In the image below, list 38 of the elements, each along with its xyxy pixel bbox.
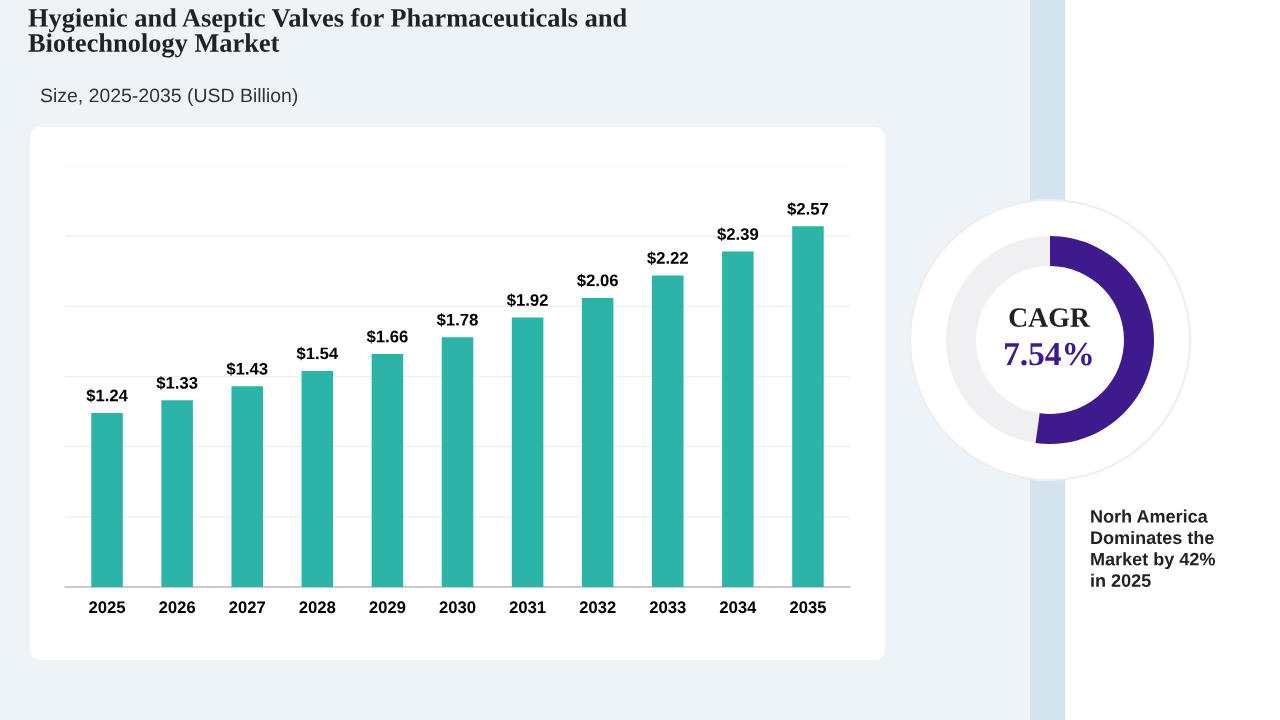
x-tick-label: 2027 bbox=[229, 601, 266, 614]
data-label: $1.33 bbox=[156, 376, 198, 390]
bar bbox=[441, 337, 474, 587]
text: 7.54% bbox=[1005, 342, 1092, 366]
data-label: $2.57 bbox=[787, 202, 829, 216]
x-tick-label: 2028 bbox=[299, 601, 336, 614]
bar bbox=[652, 275, 684, 587]
bar bbox=[581, 297, 614, 587]
x-tick-label: 2032 bbox=[579, 601, 616, 614]
bar bbox=[722, 251, 754, 587]
bar bbox=[511, 317, 544, 587]
data-label: $2.06 bbox=[577, 273, 618, 288]
x-tick-label: 2030 bbox=[439, 601, 476, 614]
x-tick-label: 2034 bbox=[719, 601, 757, 614]
data-label: $1.24 bbox=[86, 388, 128, 403]
text: CAGR bbox=[1009, 308, 1091, 327]
data-label: $1.78 bbox=[436, 313, 478, 327]
x-tick-label: 2029 bbox=[369, 601, 406, 614]
bar bbox=[161, 400, 193, 587]
bar bbox=[301, 370, 334, 587]
chart-title: Hygienic and Aseptic Valves for Pharmaceuticals and Biotechnology Market bbox=[28, 8, 627, 58]
x-tick-label: 2033 bbox=[649, 601, 686, 614]
bar bbox=[792, 226, 824, 587]
data-label: $1.54 bbox=[296, 346, 339, 361]
data-label: $1.66 bbox=[366, 329, 408, 344]
data-label: $2.39 bbox=[717, 227, 759, 242]
bar bbox=[231, 386, 263, 587]
text: Norh America Dominates the Market by 42% in 2025 bbox=[1091, 509, 1215, 587]
x-tick-label: 2025 bbox=[89, 601, 126, 614]
data-label: $1.92 bbox=[506, 293, 548, 308]
x-tick-label: 2035 bbox=[789, 601, 827, 614]
x-tick-label: 2031 bbox=[509, 601, 546, 614]
data-label: $1.43 bbox=[226, 362, 268, 376]
x-tick-label: 2026 bbox=[159, 601, 196, 614]
data-label: $2.22 bbox=[647, 251, 688, 265]
chart-subtitle: Size, 2025-2035 (USD Billion) bbox=[40, 88, 298, 107]
bar bbox=[371, 354, 404, 587]
bar bbox=[91, 412, 123, 587]
